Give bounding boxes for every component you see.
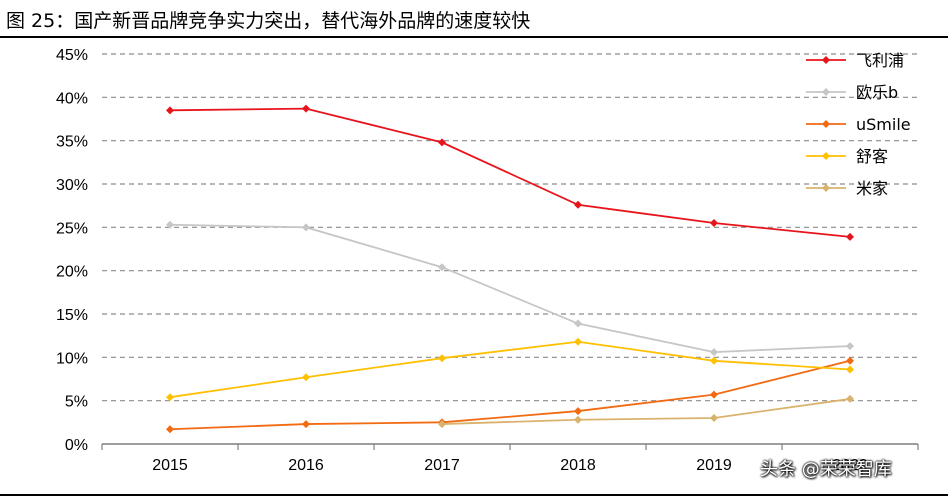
data-point (166, 220, 174, 229)
legend-entry: 飞利浦 (806, 51, 904, 70)
y-tick-label: 0% (65, 437, 88, 454)
legend-label: 飞利浦 (856, 51, 904, 70)
data-point (710, 414, 718, 422)
data-point (710, 348, 718, 357)
data-point (846, 365, 854, 374)
data-point (302, 104, 310, 113)
x-axis: 2015 2016 2017 2018 2019 2020 (101, 443, 919, 474)
y-tick-label: 30% (56, 177, 88, 194)
data-point (846, 342, 854, 351)
legend-label: 欧乐b (856, 83, 898, 102)
data-point (846, 356, 854, 365)
figure-title: 图 25：国产新晋品牌竞争实力突出，替代海外品牌的速度较快 (6, 10, 531, 32)
y-tick-label: 20% (56, 264, 88, 281)
legend-label: 舒客 (856, 147, 888, 166)
data-point (438, 354, 446, 363)
y-tick-label: 45% (56, 47, 88, 64)
legend-label: uSmile (856, 115, 911, 134)
series-line (441, 398, 851, 425)
legend-swatch-marker (822, 56, 830, 64)
legend-entry: 欧乐b (806, 83, 898, 102)
y-tick-label: 35% (56, 134, 88, 151)
legend-swatch-marker (822, 120, 830, 128)
x-tick-label: 2015 (152, 457, 188, 474)
data-point (574, 415, 582, 424)
series-line (169, 359, 851, 431)
data-point (302, 223, 310, 232)
y-tick-label: 40% (56, 90, 88, 107)
data-point (302, 420, 310, 429)
series-5 (438, 394, 854, 429)
x-tick-label: 2018 (560, 457, 596, 474)
data-point (574, 337, 582, 346)
legend-label: 米家 (856, 179, 888, 198)
top-rule (0, 36, 948, 38)
watermark: 头条 @荣荣智库 (760, 459, 892, 480)
x-tick-label: 2017 (424, 457, 460, 474)
series-line (169, 223, 851, 354)
data-point (166, 106, 174, 115)
x-tick-label: 2016 (288, 457, 324, 474)
data-point (710, 356, 718, 365)
y-tick-label: 15% (56, 307, 88, 324)
data-point (438, 138, 446, 147)
bottom-rule (0, 494, 948, 496)
series-line (169, 107, 851, 238)
legend-entry: uSmile (806, 115, 911, 134)
data-point (574, 319, 582, 328)
gridlines (102, 53, 918, 402)
y-tick-label: 25% (56, 220, 88, 237)
series-line (169, 340, 851, 399)
legend-entry: 舒客 (806, 147, 888, 166)
series-1 (166, 104, 854, 241)
legend-swatch-marker (822, 88, 830, 96)
series-2 (166, 220, 854, 357)
data-point (710, 390, 718, 399)
data-point (846, 232, 854, 241)
data-point (846, 394, 854, 403)
data-point (302, 373, 310, 382)
data-point (574, 407, 582, 416)
legend-entry: 米家 (806, 179, 888, 198)
x-tick-label: 2020 (832, 457, 868, 474)
data-point (710, 219, 718, 227)
x-tick-label: 2019 (696, 457, 732, 474)
data-point (438, 263, 446, 272)
data-point (574, 200, 582, 209)
y-tick-label: 5% (65, 394, 88, 411)
legend-swatch-marker (822, 184, 830, 192)
y-axis: 0% 5% 10% 15% 20% 25% 30% 35% 40% 45% (56, 47, 88, 454)
data-point (166, 393, 174, 402)
series-4 (166, 337, 854, 402)
y-tick-label: 10% (56, 350, 88, 367)
legend-swatch-marker (822, 152, 830, 160)
data-point (438, 420, 446, 429)
series-group (166, 104, 854, 434)
data-point (166, 425, 174, 434)
